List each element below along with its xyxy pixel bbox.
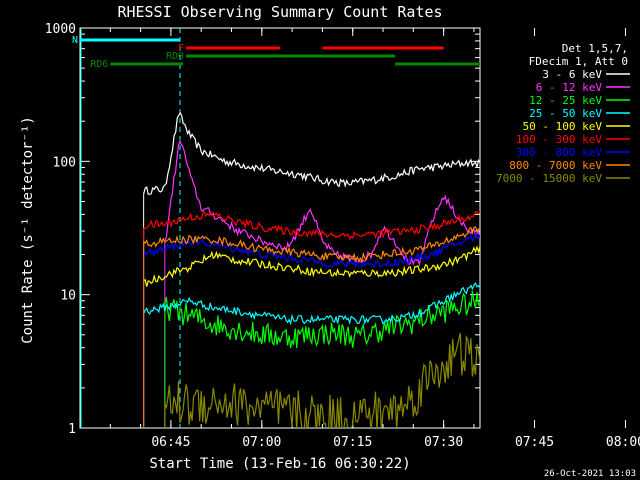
y-tick-label: 100 xyxy=(53,155,76,170)
series-line xyxy=(143,282,480,326)
legend-header: Det 1,5,7, xyxy=(562,42,628,55)
footer-timestamp: 26-Oct-2021 13:03 xyxy=(544,469,636,479)
state-bar-label: RD6 xyxy=(90,59,108,70)
series-line xyxy=(164,139,480,267)
y-tick-label: 10 xyxy=(60,289,76,304)
state-bar-label: RD0 xyxy=(166,51,184,62)
series-line xyxy=(143,226,480,263)
series-line xyxy=(143,210,480,241)
x-tick-label: 07:00 xyxy=(242,435,281,450)
legend-label: 25 - 50 keV xyxy=(529,107,602,120)
plot-area: 06:45 07:00 07:15 07:30 07:45 08:00 1 10 100 1000… xyxy=(45,22,640,450)
state-bar-label: F xyxy=(178,43,184,54)
x-axis-label: Start Time (13-Feb-16 06:30:22) xyxy=(149,456,410,472)
x-tick-label: 07:15 xyxy=(333,435,372,450)
legend-label: 6 - 12 keV xyxy=(536,81,603,94)
series-line xyxy=(164,290,480,349)
series-line xyxy=(143,231,480,270)
chart-title: RHESSI Observing Summary Count Rates xyxy=(117,3,442,21)
legend-header: FDecim 1, Att 0 xyxy=(529,55,628,68)
series-line xyxy=(143,111,480,195)
y-axis-label: Count Rate (s⁻¹ detector⁻¹) xyxy=(20,116,36,344)
legend-label: 50 - 100 keV xyxy=(523,120,603,133)
x-tick-label: 07:45 xyxy=(515,435,554,450)
series-line xyxy=(143,245,480,287)
x-tick-label: 07:30 xyxy=(424,435,463,450)
y-tick-label: 1 xyxy=(68,422,76,437)
data-layer xyxy=(80,28,480,428)
legend-label: 12 - 25 keV xyxy=(529,94,602,107)
state-bar-label: N xyxy=(72,35,78,46)
legend-label: 7000 - 15000 keV xyxy=(496,172,602,185)
legend-label: 300 - 800 keV xyxy=(516,146,602,159)
legend-label: 800 - 7000 keV xyxy=(509,159,602,172)
x-tick-label: 06:45 xyxy=(151,435,190,450)
y-tick-label: 1000 xyxy=(45,22,76,37)
x-tick-label: 08:00 xyxy=(606,435,640,450)
legend-label: 100 - 300 keV xyxy=(516,133,602,146)
legend-label: 3 - 6 keV xyxy=(542,68,602,81)
series-line xyxy=(164,332,480,428)
